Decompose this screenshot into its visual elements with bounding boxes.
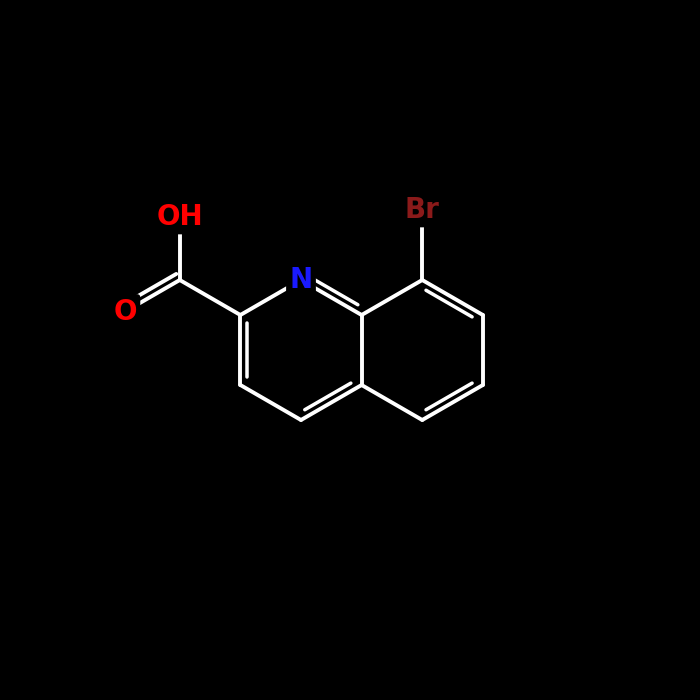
Text: OH: OH bbox=[156, 203, 203, 231]
Text: O: O bbox=[113, 298, 137, 326]
Text: Br: Br bbox=[405, 196, 440, 224]
Text: N: N bbox=[289, 266, 313, 294]
